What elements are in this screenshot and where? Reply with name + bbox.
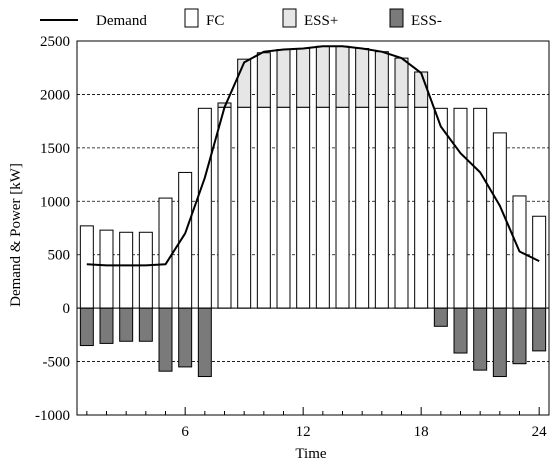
x-tick-label: 12 [296,424,311,440]
ess-minus-bar [512,307,527,365]
ess-minus-bar [473,307,488,371]
ess-minus-bar [79,307,94,347]
ess-minus-bar [99,307,114,344]
demand-line-group [86,45,540,267]
y-axis-title: Demand & Power [kW] [8,163,24,307]
y-tick-label: 2000 [40,87,70,103]
legend-fc-label: FC [206,13,224,29]
ess-plus-bar [414,71,429,108]
y-tick-label: 500 [48,248,71,264]
bars [79,45,547,378]
plot-frame [76,40,550,416]
fc-bar [296,106,311,309]
ess-plus-bar [256,52,271,108]
y-tick-label: 2500 [40,34,70,50]
ess-minus-bar [453,307,468,354]
x-tick-label: 24 [532,424,548,440]
fc-bar [315,106,330,309]
fc-bar [355,106,370,309]
ess-plus-bar [374,51,389,108]
ess-plus-bar [237,58,252,108]
ess-plus-bar [355,47,370,108]
legend-ess-plus-swatch [282,8,297,28]
fc-bar [473,107,488,309]
ess-plus-bar [296,47,311,108]
fc-bar [256,106,271,309]
x-tick-label: 6 [181,424,189,440]
legend-demand-label: Demand [96,13,147,29]
ess-plus-bar [315,45,330,108]
legend-ess-minus-swatch [389,8,404,28]
demand-line [86,45,540,267]
ess-minus-bar [197,307,212,378]
fc-bar [433,107,448,309]
axes: -1000 -500 0 500 1000 1500 2000 2500 6 12 18 24 [35,34,550,440]
fc-bar [237,106,252,309]
fc-bar [138,231,153,309]
fc-bar [394,106,409,309]
fc-bar [79,225,94,309]
y-tick-label: 1500 [40,141,70,157]
ess-plus-bar [394,57,409,108]
ess-minus-bar [433,307,448,327]
fc-bar [276,106,291,309]
fc-bar [99,229,114,309]
y-tick-label: -500 [43,355,71,371]
ess-minus-bar [138,307,153,342]
fc-bar [335,106,350,309]
legend-fc-swatch [184,8,199,28]
ess-minus-bar [532,307,547,352]
fc-bar [492,132,507,309]
y-tick-label: -1000 [35,408,70,424]
fc-bar [158,197,173,309]
fc-bar [197,107,212,309]
legend: Demand FC ESS+ ESS- [40,8,442,29]
fc-bar [119,231,134,309]
fc-bar [453,107,468,309]
ess-minus-bar [178,307,193,368]
fc-bar [374,106,389,309]
fc-bar [217,106,232,309]
y-tick-label: 1000 [40,194,70,210]
legend-ess-plus-label: ESS+ [304,13,338,29]
fc-bar [532,215,547,309]
ess-minus-bar [119,307,134,342]
ess-minus-bar [158,307,173,372]
ess-plus-bar [335,45,350,108]
legend-ess-minus-label: ESS- [411,13,442,29]
y-tick-label: 0 [63,301,71,317]
ess-plus-bar [276,49,291,108]
fc-bar [414,106,429,309]
x-tick-label: 18 [414,424,429,440]
x-axis-title: Time [295,446,326,461]
ess-minus-bar [492,307,507,378]
